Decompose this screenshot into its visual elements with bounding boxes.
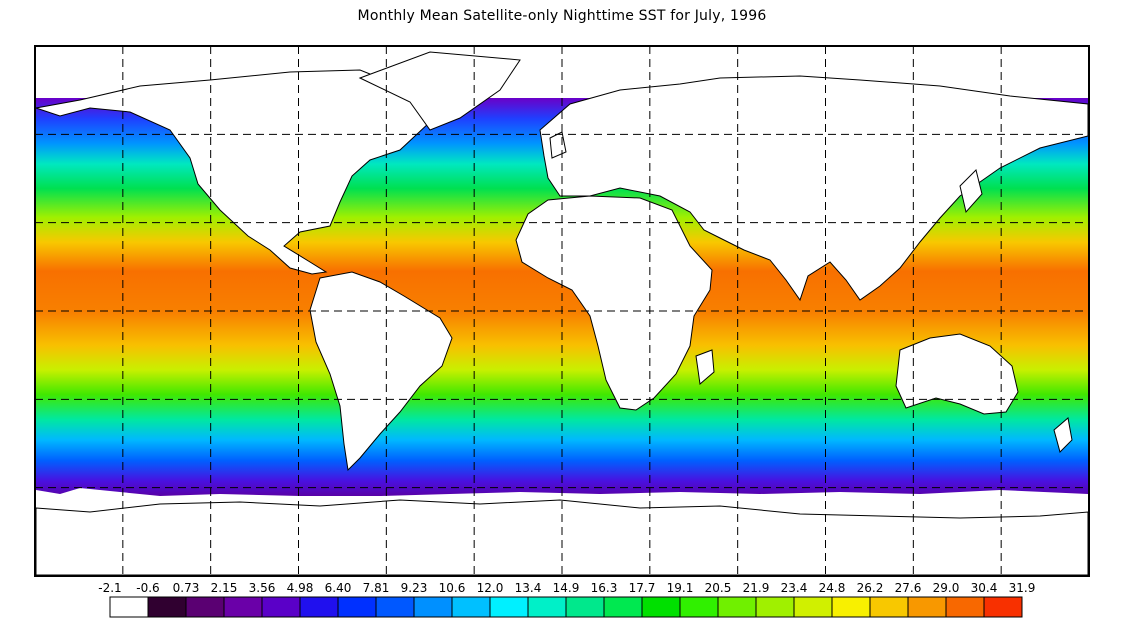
colorbar-tick-label: 20.5 — [705, 581, 732, 595]
colorbar-swatch — [641, 596, 681, 618]
colorbar-swatch — [451, 596, 491, 618]
colorbar-tick-label: 3.56 — [249, 581, 276, 595]
colorbar-swatch — [375, 596, 415, 618]
colorbar-swatch — [983, 596, 1023, 618]
colorbar-tick-label: 2.15 — [211, 581, 238, 595]
north-america-landmass — [35, 69, 431, 275]
colorbar-swatch — [261, 596, 301, 618]
sst-colorbar: -2.1 -0.6 0.73 2.15 3.56 4.98 6.40 7.81 9.23 10.6… — [98, 581, 1036, 618]
colorbar-tick-label: 6.40 — [325, 581, 352, 595]
colorbar-swatch — [413, 596, 453, 618]
colorbar-swatch — [603, 596, 643, 618]
colorbar-swatch — [679, 596, 719, 618]
colorbar-tick-label: 24.8 — [819, 581, 846, 595]
colorbar-swatch — [565, 596, 605, 618]
colorbar-tick-label: 14.9 — [553, 581, 580, 595]
colorbar-swatch — [185, 596, 225, 618]
colorbar-tick-label: 16.3 — [591, 581, 618, 595]
colorbar-tick-label: 30.4 — [971, 581, 998, 595]
colorbar-tick-label: 10.6 — [439, 581, 466, 595]
colorbar-swatch — [489, 596, 529, 618]
colorbar-tick-label: 21.9 — [743, 581, 770, 595]
colorbar-tick-label: 7.81 — [363, 581, 390, 595]
colorbar-swatch — [109, 596, 149, 618]
colorbar-swatch — [869, 596, 909, 618]
colorbar-tick-label: -2.1 — [98, 581, 121, 595]
south-america-landmass — [309, 271, 453, 472]
new-zealand-landmass — [1053, 417, 1073, 453]
colorbar-tick-label: 12.0 — [477, 581, 504, 595]
colorbar-swatch — [223, 596, 263, 618]
japan-landmass — [959, 169, 983, 214]
colorbar-swatch — [147, 596, 187, 618]
colorbar-swatch — [831, 596, 871, 618]
colorbar-tick-label: 23.4 — [781, 581, 808, 595]
colorbar-tick-label: 4.98 — [287, 581, 314, 595]
colorbar-tick-label: 27.6 — [895, 581, 922, 595]
colorbar-swatch — [945, 596, 985, 618]
africa-landmass — [515, 195, 713, 411]
graticule-grid — [35, 46, 1089, 576]
colorbar-tick-label: 13.4 — [515, 581, 542, 595]
eurasia-landmass — [539, 75, 1089, 302]
colorbar-tick-label: 19.1 — [667, 581, 694, 595]
colorbar-swatch — [299, 596, 339, 618]
madagascar-landmass — [695, 349, 715, 385]
colorbar-tick-label: 26.2 — [857, 581, 884, 595]
colorbar-tick-label: -0.6 — [136, 581, 159, 595]
colorbar-swatch — [717, 596, 757, 618]
colorbar-tick-label: 17.7 — [629, 581, 656, 595]
colorbar-tick-label: 29.0 — [933, 581, 960, 595]
australia-landmass — [895, 333, 1019, 415]
colorbar-tick-label: 0.73 — [173, 581, 200, 595]
colorbar-swatch — [793, 596, 833, 618]
map-title: Monthly Mean Satellite-only Nighttime SS… — [357, 8, 767, 24]
colorbar-swatch — [907, 596, 947, 618]
colorbar-swatch — [755, 596, 795, 618]
colorbar-swatch — [527, 596, 567, 618]
colorbar-swatch — [337, 596, 377, 618]
greenland-landmass — [358, 51, 521, 131]
colorbar-tick-label: 9.23 — [401, 581, 428, 595]
colorbar-tick-label: 31.9 — [1009, 581, 1036, 595]
